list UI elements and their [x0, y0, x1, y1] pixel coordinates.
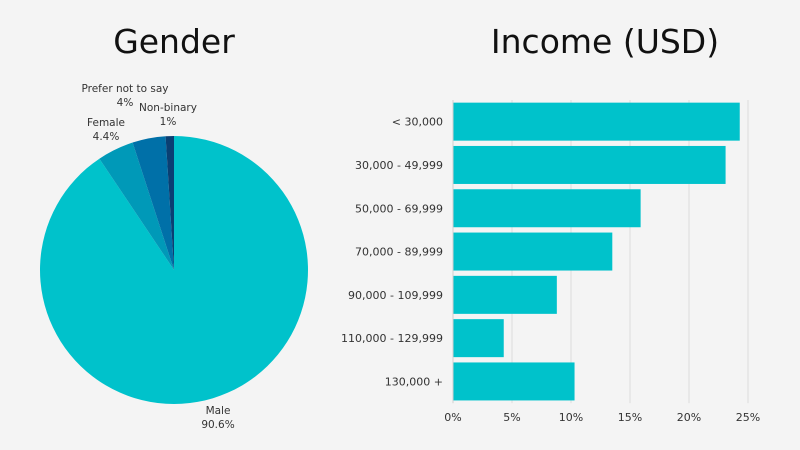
pie-label-male: Male — [206, 405, 231, 417]
x-tick-label: 5% — [503, 411, 520, 424]
pie-value-female: 4.4% — [93, 131, 120, 143]
pie-slice-female — [99, 142, 174, 270]
bar — [453, 319, 504, 358]
pie-label-non-binary: Non-binary — [139, 102, 197, 114]
bar — [453, 145, 726, 184]
category-label: 110,000 - 129,999 — [341, 332, 443, 345]
bar — [453, 362, 575, 401]
pie-label-prefer-not-to-say: Prefer not to say — [81, 83, 168, 95]
gender-pie-chart: Male 90.6% Female 4.4% Prefer not to say 4% No… — [39, 83, 308, 431]
pie-chart-title: Gender — [113, 22, 235, 61]
bar — [453, 102, 740, 141]
x-tick-label: 0% — [444, 411, 461, 424]
category-label: 90,000 - 109,999 — [348, 289, 443, 302]
pie-value-prefer-not-to-say: 4% — [117, 97, 134, 109]
bar — [453, 275, 557, 314]
category-label: 130,000 + — [385, 375, 443, 388]
x-tick-label: 25% — [736, 411, 760, 424]
pie-slice-non-binary — [165, 136, 174, 270]
category-label: 70,000 - 89,999 — [355, 246, 443, 259]
pie-slice-prefer-not-to-say — [132, 136, 174, 270]
pie-value-male: 90.6% — [201, 419, 234, 431]
category-label: 30,000 - 49,999 — [355, 159, 443, 172]
pie-label-female: Female — [87, 117, 125, 129]
x-tick-label: 15% — [618, 411, 642, 424]
category-label: 50,000 - 69,999 — [355, 202, 443, 215]
pie-value-non-binary: 1% — [160, 116, 177, 128]
x-tick-label: 10% — [559, 411, 583, 424]
category-label: < 30,000 — [392, 116, 443, 129]
pie-slice-male — [39, 136, 308, 404]
bar-chart-title: Income (USD) — [490, 22, 720, 61]
income-bar-chart: 0% 5% 10% 15% 20% 25% < 30,000 30,000 - 49,999 5… — [341, 100, 760, 424]
bar — [453, 189, 641, 228]
x-tick-label: 20% — [677, 411, 701, 424]
bar — [453, 232, 613, 271]
